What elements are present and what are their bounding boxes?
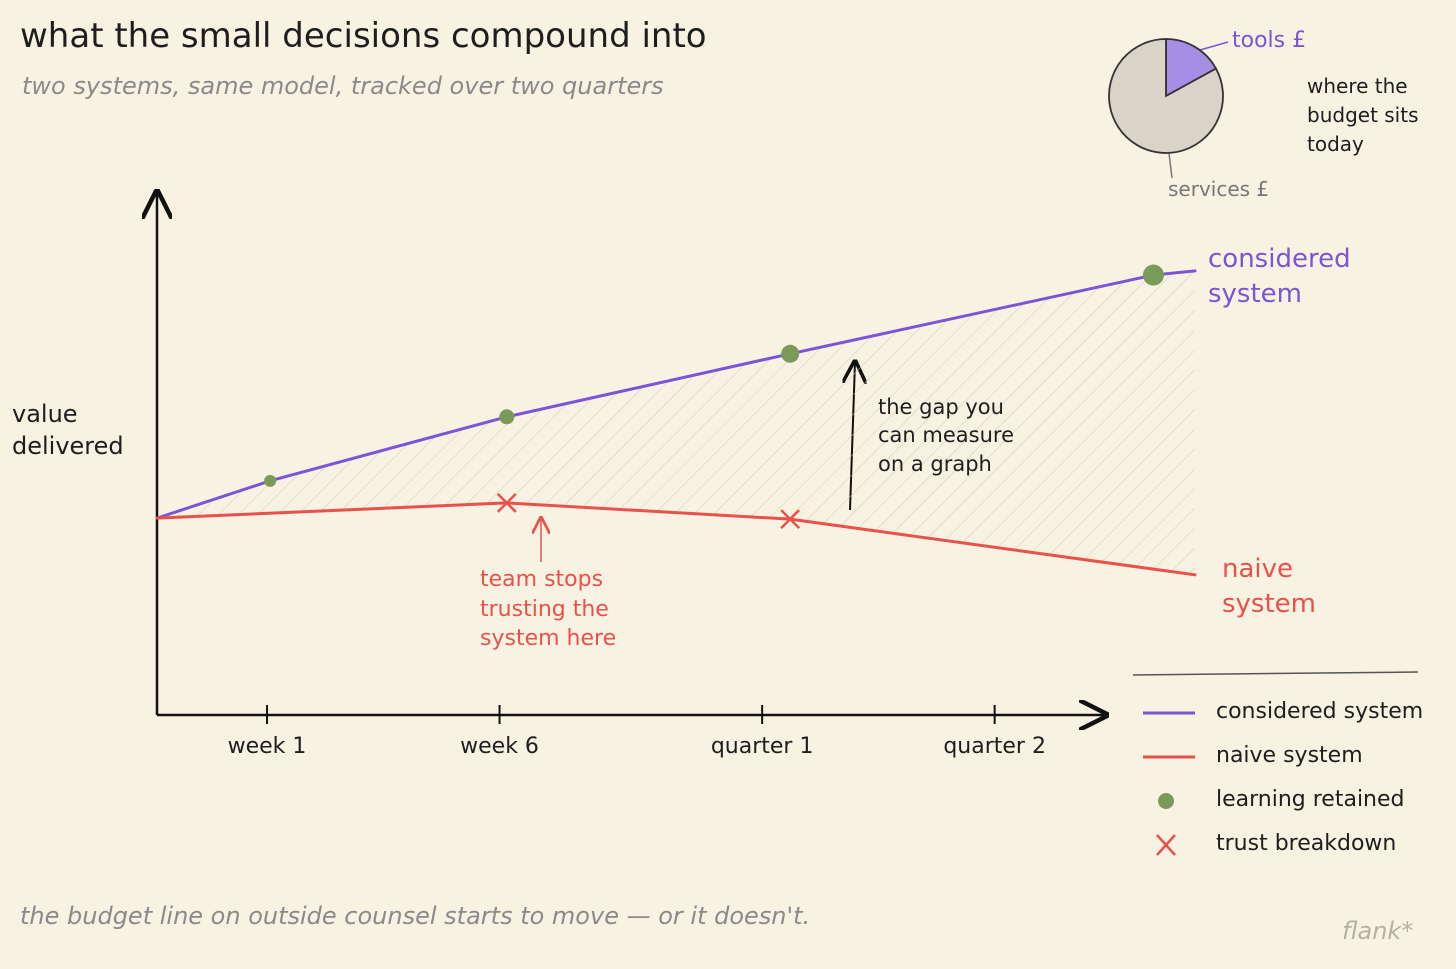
legend-rule xyxy=(1132,671,1419,676)
pie-label: tools £ xyxy=(1232,28,1307,53)
annotation: the gap you can measure on a graph xyxy=(878,395,1014,476)
legend-label: learning retained xyxy=(1216,787,1405,812)
chart-title: what the small decisions compound into xyxy=(20,16,707,56)
marker-stroke xyxy=(496,493,517,513)
gap-hatch xyxy=(157,270,1195,575)
legend-label: considered system xyxy=(1216,699,1424,724)
learning-marker xyxy=(781,344,800,363)
series-line xyxy=(155,501,1197,577)
legend-swatch xyxy=(1158,793,1174,809)
trust-breakdown-marker xyxy=(496,493,517,513)
x-tick-label: quarter 2 xyxy=(943,734,1046,759)
trust-breakdown-marker xyxy=(780,509,801,530)
pie-leader xyxy=(1199,41,1229,51)
footer: the budget line on outside counsel start… xyxy=(20,902,811,930)
legend-label: naive system xyxy=(1216,743,1363,768)
pie-slice xyxy=(1165,38,1218,98)
marker-stroke xyxy=(780,509,801,530)
legend-swatch xyxy=(1156,834,1176,856)
learning-marker xyxy=(264,474,277,487)
legend-label: trust breakdown xyxy=(1216,831,1397,856)
pie-label: services £ xyxy=(1168,177,1270,201)
y-axis-label: value delivered xyxy=(12,400,124,461)
x-tick-label: week 1 xyxy=(227,734,307,759)
series-end-label: considered system xyxy=(1208,244,1351,310)
annotation: team stops trusting the system here xyxy=(480,567,617,652)
learning-marker xyxy=(499,409,515,425)
learning-marker xyxy=(1142,264,1164,286)
pie-slice xyxy=(1108,38,1224,154)
x-tick-label: quarter 1 xyxy=(710,734,814,759)
pie-title: where the budget sits today xyxy=(1307,74,1419,156)
x-tick-label: week 6 xyxy=(460,734,539,759)
signature: flank* xyxy=(1342,917,1414,945)
chart-subtitle: two systems, same model, tracked over tw… xyxy=(22,72,664,100)
series-end-label: naive system xyxy=(1222,554,1316,620)
